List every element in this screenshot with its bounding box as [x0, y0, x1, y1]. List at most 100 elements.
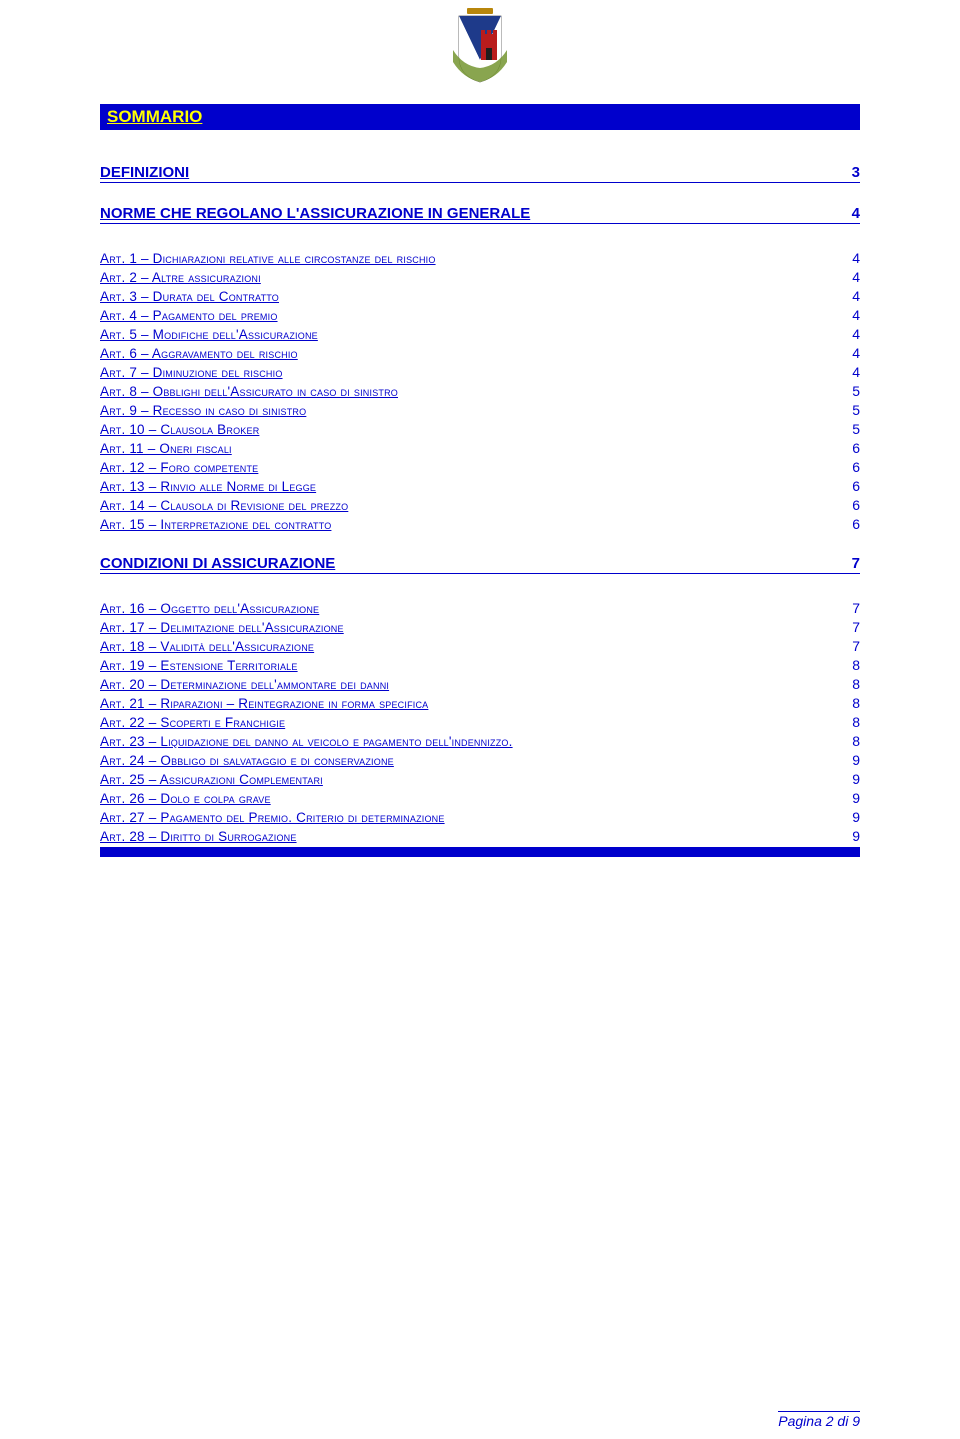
toc-item-label: Art. 16 – Oggetto dell'Assicurazione — [100, 601, 840, 616]
toc-list: Art. 1 – Dichiarazioni relative alle cir… — [100, 248, 860, 533]
toc-item-label: Art. 23 – Liquidazione del danno al veic… — [100, 734, 840, 749]
section-spacer — [0, 130, 960, 164]
toc-row[interactable]: Art. 20 – Determinazione dell'ammontare … — [100, 674, 860, 693]
header-title: SOMMARIO — [107, 107, 202, 126]
toc-row[interactable]: Art. 1 – Dichiarazioni relative alle cir… — [100, 248, 860, 267]
section-footer-band — [100, 847, 860, 857]
toc-item-page: 9 — [840, 828, 860, 844]
toc-item-label: Art. 17 – Delimitazione dell'Assicurazio… — [100, 620, 840, 635]
toc-row[interactable]: Art. 19 – Estensione Territoriale8 — [100, 655, 860, 674]
toc-item-label: Art. 6 – Aggravamento del rischio — [100, 346, 840, 361]
coat-of-arms-icon — [449, 8, 511, 86]
toc-item-page: 8 — [840, 695, 860, 711]
toc-item-label: Art. 1 – Dichiarazioni relative alle cir… — [100, 251, 840, 266]
toc-item-page: 8 — [840, 714, 860, 730]
toc-row[interactable]: Art. 18 – Validità dell'Assicurazione7 — [100, 636, 860, 655]
toc-row[interactable]: Art. 6 – Aggravamento del rischio4 — [100, 343, 860, 362]
section-title-page: 4 — [852, 205, 860, 222]
section-title-page: 7 — [852, 555, 860, 572]
toc-item-page: 7 — [840, 638, 860, 654]
section-title-row[interactable]: DEFINIZIONI3 — [100, 164, 860, 183]
section-spacer — [0, 533, 960, 555]
toc-item-page: 4 — [840, 345, 860, 361]
toc-row[interactable]: Art. 10 – Clausola Broker5 — [100, 419, 860, 438]
toc-item-page: 5 — [840, 402, 860, 418]
toc-item-page: 4 — [840, 326, 860, 342]
section-gap — [0, 574, 960, 598]
toc-item-label: Art. 13 – Rinvio alle Norme di Legge — [100, 479, 840, 494]
toc-item-label: Art. 15 – Interpretazione del contratto — [100, 517, 840, 532]
toc-item-page: 8 — [840, 676, 860, 692]
section-title-label: DEFINIZIONI — [100, 164, 852, 181]
toc-list: Art. 16 – Oggetto dell'Assicurazione7Art… — [100, 598, 860, 845]
toc-row[interactable]: Art. 9 – Recesso in caso di sinistro5 — [100, 400, 860, 419]
toc-row[interactable]: Art. 4 – Pagamento del premio4 — [100, 305, 860, 324]
toc-item-page: 7 — [840, 619, 860, 635]
document-body: DEFINIZIONI3 NORME CHE REGOLANO L'ASSICUR… — [0, 130, 960, 857]
toc-item-page: 6 — [840, 478, 860, 494]
toc-item-label: Art. 24 – Obbligo di salvataggio e di co… — [100, 753, 840, 768]
toc-row[interactable]: Art. 24 – Obbligo di salvataggio e di co… — [100, 750, 860, 769]
toc-item-label: Art. 8 – Obblighi dell'Assicurato in cas… — [100, 384, 840, 399]
toc-item-label: Art. 5 – Modifiche dell'Assicurazione — [100, 327, 840, 342]
toc-row[interactable]: Art. 3 – Durata del Contratto4 — [100, 286, 860, 305]
toc-row[interactable]: Art. 11 – Oneri fiscali6 — [100, 438, 860, 457]
page-footer: Pagina 2 di 9 — [778, 1411, 860, 1429]
toc-item-label: Art. 27 – Pagamento del Premio. Criterio… — [100, 810, 840, 825]
toc-item-page: 4 — [840, 307, 860, 323]
toc-item-page: 9 — [840, 790, 860, 806]
toc-row[interactable]: Art. 27 – Pagamento del Premio. Criterio… — [100, 807, 860, 826]
section-title-label: CONDIZIONI DI ASSICURAZIONE — [100, 555, 852, 572]
toc-row[interactable]: Art. 13 – Rinvio alle Norme di Legge6 — [100, 476, 860, 495]
toc-item-label: Art. 19 – Estensione Territoriale — [100, 658, 840, 673]
section-title-label: NORME CHE REGOLANO L'ASSICURAZIONE IN GE… — [100, 205, 852, 222]
toc-item-label: Art. 18 – Validità dell'Assicurazione — [100, 639, 840, 654]
toc-row[interactable]: Art. 25 – Assicurazioni Complementari9 — [100, 769, 860, 788]
toc-item-page: 4 — [840, 288, 860, 304]
section-title-row[interactable]: NORME CHE REGOLANO L'ASSICURAZIONE IN GE… — [100, 205, 860, 224]
toc-item-page: 4 — [840, 250, 860, 266]
toc-row[interactable]: Art. 5 – Modifiche dell'Assicurazione4 — [100, 324, 860, 343]
toc-row[interactable]: Art. 23 – Liquidazione del danno al veic… — [100, 731, 860, 750]
toc-item-label: Art. 2 – Altre assicurazioni — [100, 270, 840, 285]
section-title-page: 3 — [852, 164, 860, 181]
toc-row[interactable]: Art. 12 – Foro competente6 — [100, 457, 860, 476]
toc-row[interactable]: Art. 16 – Oggetto dell'Assicurazione7 — [100, 598, 860, 617]
toc-item-page: 4 — [840, 364, 860, 380]
toc-item-page: 5 — [840, 421, 860, 437]
toc-row[interactable]: Art. 26 – Dolo e colpa grave9 — [100, 788, 860, 807]
toc-item-page: 6 — [840, 440, 860, 456]
toc-row[interactable]: Art. 21 – Riparazioni – Reintegrazione i… — [100, 693, 860, 712]
toc-row[interactable]: Art. 17 – Delimitazione dell'Assicurazio… — [100, 617, 860, 636]
toc-row[interactable]: Art. 22 – Scoperti e Franchigie8 — [100, 712, 860, 731]
toc-item-page: 9 — [840, 752, 860, 768]
toc-row[interactable]: Art. 15 – Interpretazione del contratto6 — [100, 514, 860, 533]
toc-item-label: Art. 21 – Riparazioni – Reintegrazione i… — [100, 696, 840, 711]
toc-item-label: Art. 12 – Foro competente — [100, 460, 840, 475]
toc-row[interactable]: Art. 7 – Diminuzione del rischio4 — [100, 362, 860, 381]
toc-item-page: 6 — [840, 497, 860, 513]
section-gap — [0, 224, 960, 248]
toc-item-label: Art. 25 – Assicurazioni Complementari — [100, 772, 840, 787]
toc-row[interactable]: Art. 2 – Altre assicurazioni4 — [100, 267, 860, 286]
toc-item-label: Art. 4 – Pagamento del premio — [100, 308, 840, 323]
toc-item-label: Art. 7 – Diminuzione del rischio — [100, 365, 840, 380]
toc-item-label: Art. 22 – Scoperti e Franchigie — [100, 715, 840, 730]
toc-item-page: 5 — [840, 383, 860, 399]
page: SOMMARIO DEFINIZIONI3 NORME CHE REGOLANO … — [0, 0, 960, 1439]
toc-item-page: 8 — [840, 657, 860, 673]
toc-item-label: Art. 26 – Dolo e colpa grave — [100, 791, 840, 806]
crest-container — [0, 0, 960, 90]
toc-item-label: Art. 9 – Recesso in caso di sinistro — [100, 403, 840, 418]
toc-row[interactable]: Art. 28 – Diritto di Surrogazione9 — [100, 826, 860, 845]
toc-item-page: 4 — [840, 269, 860, 285]
header-bar: SOMMARIO — [100, 104, 860, 130]
toc-item-page: 9 — [840, 771, 860, 787]
toc-row[interactable]: Art. 14 – Clausola di Revisione del prez… — [100, 495, 860, 514]
toc-item-label: Art. 20 – Determinazione dell'ammontare … — [100, 677, 840, 692]
toc-item-label: Art. 3 – Durata del Contratto — [100, 289, 840, 304]
toc-item-page: 9 — [840, 809, 860, 825]
toc-row[interactable]: Art. 8 – Obblighi dell'Assicurato in cas… — [100, 381, 860, 400]
toc-item-label: Art. 28 – Diritto di Surrogazione — [100, 829, 840, 844]
section-title-row[interactable]: CONDIZIONI DI ASSICURAZIONE7 — [100, 555, 860, 574]
